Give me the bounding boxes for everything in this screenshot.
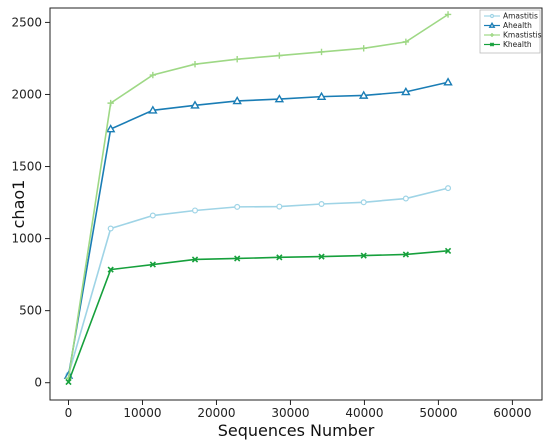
data-point [191, 61, 199, 68]
data-point [402, 195, 409, 202]
data-point [401, 86, 411, 96]
axis-ticks: 0 10000 20000 30000 40000 50000 60000 0 500 1000 1… [11, 15, 531, 420]
x-tick-label: 0 [65, 406, 73, 420]
data-point [360, 199, 367, 206]
plot-area-frame [49, 7, 543, 401]
x-tick-label: 50000 [419, 406, 457, 420]
legend-marker [488, 21, 496, 28]
data-point [190, 100, 200, 109]
data-point [443, 77, 453, 86]
legend-entry: Ahealth [484, 21, 532, 30]
y-tick-label: 2500 [11, 15, 42, 29]
data-point [233, 55, 241, 63]
data-point [192, 207, 199, 214]
data-point [149, 261, 156, 268]
data-point [234, 255, 241, 262]
data-point [107, 99, 114, 107]
data-point [149, 71, 157, 79]
x-tick-label: 20000 [197, 406, 235, 420]
data-point [107, 225, 114, 232]
data-point [316, 91, 327, 100]
data-point [276, 52, 283, 59]
data-point [274, 94, 285, 103]
data-point [276, 254, 283, 261]
series-ahealth [63, 77, 453, 379]
series-line [67, 13, 449, 379]
data-point [65, 378, 72, 386]
data-point [445, 185, 452, 192]
y-tick-label: 500 [19, 304, 42, 318]
data-point [444, 11, 452, 18]
data-point [444, 247, 452, 254]
legend-label: Khealth [503, 40, 532, 49]
data-point [191, 256, 199, 263]
data-point [318, 201, 325, 208]
x-axis-title: Sequences Number [218, 421, 375, 440]
data-point [402, 38, 410, 46]
data-point [105, 124, 116, 133]
legend-entry: Khealth [484, 40, 532, 49]
legend-box [479, 9, 541, 54]
x-tick-label: 10000 [123, 406, 161, 420]
series-line [67, 187, 449, 376]
data-point [402, 251, 409, 258]
series-line [67, 81, 449, 376]
y-tick-label: 1000 [11, 232, 42, 246]
legend-label: Amastitis [503, 12, 538, 21]
y-tick-label: 2000 [11, 87, 42, 101]
data-point [148, 105, 158, 114]
data-point [360, 252, 367, 259]
data-point [318, 253, 325, 260]
legend-label: Ahealth [503, 21, 532, 30]
series-line [67, 250, 449, 383]
data-point [358, 90, 369, 99]
x-tick-label: 40000 [345, 406, 383, 420]
data-point [360, 45, 367, 52]
data-point [318, 48, 325, 56]
series-khealth [65, 247, 452, 386]
x-tick-label: 30000 [271, 406, 309, 420]
legend-marker [489, 13, 495, 19]
data-point [232, 96, 242, 105]
legend-entry: Amastitis [484, 12, 538, 21]
series-kmastistis [65, 11, 452, 382]
series-amastitis [65, 185, 452, 378]
data-point [234, 203, 241, 210]
y-tick-label: 0 [34, 376, 42, 390]
data-point [276, 203, 283, 210]
legend-marker [490, 33, 494, 37]
y-axis-title: chao1 [9, 180, 28, 229]
y-tick-label: 1500 [11, 160, 42, 174]
series-layer [63, 11, 453, 386]
x-tick-label: 60000 [493, 406, 531, 420]
legend-label: Kmastistis [503, 31, 542, 40]
legend-entry: Kmastistis [484, 31, 542, 40]
data-point [149, 212, 156, 219]
legend-marker [489, 42, 495, 47]
data-point [107, 266, 114, 273]
